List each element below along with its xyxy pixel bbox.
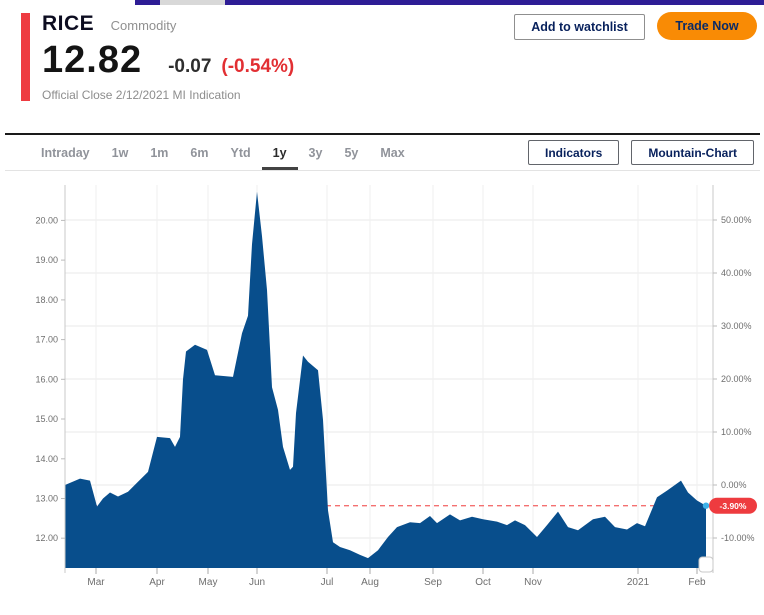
price-row: 12.82 -0.07 (-0.54%)	[42, 39, 294, 82]
x-axis-label: May	[199, 577, 218, 588]
price-chart: 20.00 19.00 18.00 17.00 16.00 15.00 14.00 13.00…	[35, 185, 757, 588]
right-axis-label: 50.00%	[721, 215, 752, 225]
tab-1w[interactable]: 1w	[111, 145, 129, 160]
indicators-button[interactable]: Indicators	[527, 140, 620, 165]
chart-plot-area[interactable]	[65, 185, 713, 568]
x-axis-label: Oct	[475, 577, 491, 588]
left-axis-label: 19.00	[35, 255, 58, 265]
left-axis-label: 16.00	[35, 374, 58, 384]
tab-ytd[interactable]: Ytd	[230, 145, 251, 160]
right-axis-label: 40.00%	[721, 268, 752, 278]
right-axis-label: 0.00%	[721, 480, 747, 490]
tab-intraday[interactable]: Intraday	[41, 145, 90, 160]
quote-header: RICE Commodity 12.82 -0.07 (-0.54%) Offi…	[0, 0, 764, 112]
tab-5y[interactable]: 5y	[344, 145, 359, 160]
left-axis-label: 12.00	[35, 533, 58, 543]
range-tabs: Intraday 1w 1m 6m Ytd 1y 3y 5y Max	[30, 135, 416, 170]
left-axis-label: 20.00	[35, 215, 58, 225]
x-axis-label: Jun	[249, 577, 265, 588]
right-axis-label: 10.00%	[721, 427, 752, 437]
top-accent-bar	[135, 0, 764, 5]
trade-now-button[interactable]: Trade Now	[657, 12, 757, 40]
left-axis-label: 18.00	[35, 295, 58, 305]
current-pct-badge-label: -3.90%	[720, 501, 747, 511]
mountain-chart-button[interactable]: Mountain-Chart	[631, 140, 754, 165]
x-axis-label: Jul	[321, 577, 334, 588]
instrument-type-label: Commodity	[110, 18, 177, 33]
range-handle[interactable]	[698, 556, 714, 573]
quote-accent-bar	[21, 13, 30, 101]
last-price-marker	[702, 502, 710, 509]
symbol-row: RICE Commodity	[42, 12, 294, 36]
top-accent-bar-segment	[160, 0, 225, 5]
x-axis-label: Apr	[149, 577, 165, 588]
x-axis-label: Mar	[87, 577, 105, 588]
x-axis-label: Feb	[688, 577, 706, 588]
official-close-subtitle: Official Close 2/12/2021 MI Indication	[42, 88, 241, 102]
x-axis-label: Aug	[361, 577, 379, 588]
range-toolbar: Intraday 1w 1m 6m Ytd 1y 3y 5y Max Indicators Mou…	[5, 135, 760, 171]
price-area-series[interactable]	[65, 191, 706, 569]
left-axis-label: 17.00	[35, 335, 58, 345]
tab-3y[interactable]: 3y	[308, 145, 323, 160]
x-axis-label: Sep	[424, 577, 442, 588]
left-axis-label: 13.00	[35, 494, 58, 504]
last-price: 12.82	[42, 39, 143, 81]
symbol-name: RICE	[42, 12, 95, 35]
right-axis-label: 20.00%	[721, 374, 752, 384]
x-axis-label: 2021	[627, 577, 650, 588]
current-pct-badge	[709, 497, 757, 514]
right-axis-label: 30.00%	[721, 321, 752, 331]
chart-buttons: Indicators Mountain-Chart	[527, 135, 754, 170]
right-axis-label: -10.00%	[721, 533, 755, 543]
tab-6m[interactable]: 6m	[190, 145, 209, 160]
tab-max[interactable]: Max	[380, 145, 405, 160]
left-axis-label: 14.00	[35, 454, 58, 464]
left-axis-label: 15.00	[35, 414, 58, 424]
tab-1m[interactable]: 1m	[150, 145, 169, 160]
chart-card: Intraday 1w 1m 6m Ytd 1y 3y 5y Max Indicators Mou…	[5, 133, 760, 607]
price-change-percent: (-0.54%)	[221, 56, 295, 77]
price-change: -0.07	[168, 56, 212, 77]
add-to-watchlist-button[interactable]: Add to watchlist	[514, 14, 645, 40]
x-axis-label: Nov	[524, 577, 542, 588]
tab-1y[interactable]: 1y	[262, 135, 298, 170]
